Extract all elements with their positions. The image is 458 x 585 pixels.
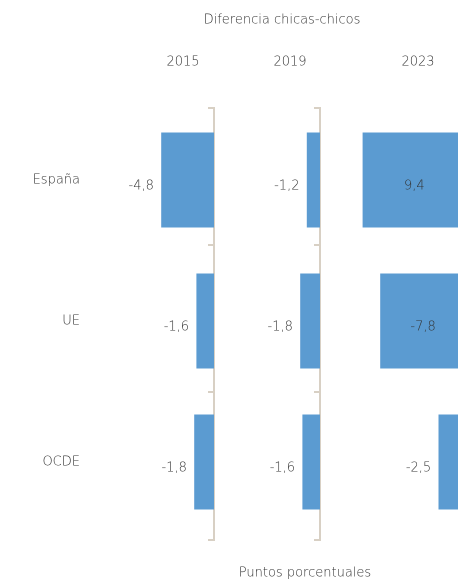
chart-title: Diferencia chicas-chicos — [204, 13, 361, 28]
panel-header: 2023 — [401, 55, 434, 70]
category-label: UE — [62, 314, 80, 329]
value-label: -4,8 — [129, 179, 154, 194]
value-label: -1,8 — [162, 461, 187, 476]
value-label: -1,6 — [164, 320, 189, 335]
bar — [306, 132, 320, 228]
value-label: -7,8 — [410, 320, 435, 335]
panel-header: 2015 — [166, 55, 199, 70]
category-label: España — [33, 173, 80, 188]
bar — [362, 132, 458, 228]
bar — [196, 273, 214, 369]
bar — [194, 414, 214, 510]
category-label: OCDE — [42, 455, 80, 470]
bar — [161, 132, 214, 228]
value-label: -1,6 — [270, 461, 295, 476]
x-axis-label: Puntos porcentuales — [239, 566, 371, 581]
bar — [380, 273, 458, 369]
value-label: -1,2 — [274, 179, 299, 194]
bar — [302, 414, 320, 510]
value-label: 9,4 — [404, 179, 425, 194]
value-label: -1,8 — [268, 320, 293, 335]
value-label: -2,5 — [406, 461, 431, 476]
bar — [300, 273, 320, 369]
bar — [438, 414, 458, 510]
panel-header: 2019 — [273, 55, 306, 70]
